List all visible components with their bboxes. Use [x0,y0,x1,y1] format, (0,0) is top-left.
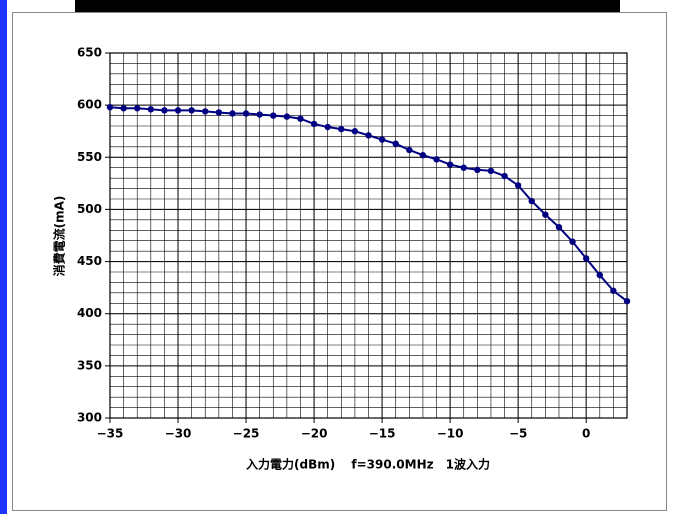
data-point [270,112,277,119]
y-tick-label: 600 [77,98,102,112]
plot-border [109,52,628,419]
data-point [610,287,617,294]
y-axis-label: 消費電流(mA) [52,196,67,277]
data-point [406,146,413,154]
y-tick-label: 650 [77,46,102,60]
data-point [582,255,590,262]
y-tick-label: 450 [77,254,102,268]
data-point [161,107,168,114]
data-point [542,211,549,218]
data-point [106,104,114,111]
x-tick-label: −25 [233,427,260,441]
data-point [623,298,631,305]
y-tick-label: 550 [77,150,102,164]
data-point [528,197,535,205]
data-point [215,109,223,116]
data-point [242,110,250,117]
y-tick-label: 500 [77,202,102,216]
data-point [419,152,427,159]
data-point [351,128,359,135]
data-point [460,164,467,171]
data-point [596,271,603,279]
y-tick-label: 350 [77,358,102,372]
data-point [392,140,399,147]
x-tick-label: −10 [437,427,464,441]
data-point [514,182,522,189]
data-point [446,161,454,168]
y-tick-label: 400 [77,306,102,320]
x-tick-label: −35 [97,427,124,441]
x-tick-label: 0 [582,427,590,441]
data-point [324,123,331,131]
data-point [188,107,195,114]
top-bar [75,0,620,12]
data-point [433,156,440,163]
data-point [120,105,127,112]
x-tick-label: −20 [301,427,328,441]
data-point [501,172,508,180]
data-point [378,136,386,143]
data-point [474,166,481,173]
data-point [338,125,345,133]
x-tick-label: −30 [165,427,192,441]
x-tick-label: −15 [369,427,396,441]
data-point [555,223,563,231]
data-point [202,108,209,115]
x-axis-label: 入力電力(dBm) f=390.0MHz 1波入力 [246,457,490,472]
data-point [283,113,291,120]
data-point [297,115,304,122]
data-point [174,107,182,114]
data-point [365,132,372,139]
data-point [256,111,263,118]
data-point [147,106,155,113]
data-point [134,105,141,112]
data-point [229,110,236,117]
side-bar [0,0,7,514]
data-point [569,238,576,245]
x-tick-label: −5 [509,427,527,441]
y-tick-label: 300 [77,411,102,425]
data-point [310,120,318,128]
data-point [487,167,495,175]
